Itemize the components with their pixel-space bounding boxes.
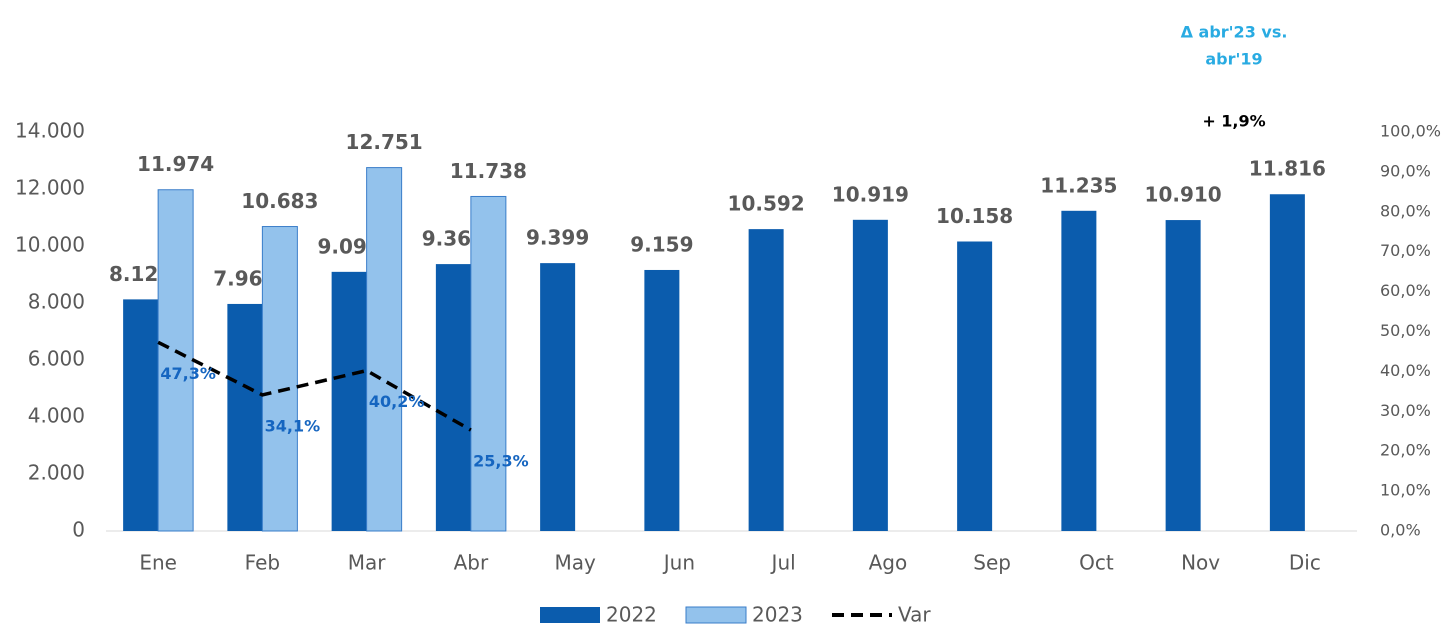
bar <box>852 219 888 531</box>
bar <box>157 189 194 532</box>
value-label: 34,1% <box>265 416 321 435</box>
x-tick-label: Jun <box>662 551 695 575</box>
value-label: 10.910 <box>1145 183 1222 207</box>
value-label: 10.158 <box>936 204 1013 228</box>
value-label: 12.751 <box>346 130 423 154</box>
value-label: 10.592 <box>728 192 805 216</box>
x-tick-label: Mar <box>348 551 387 575</box>
x-tick-label: Ene <box>139 551 177 575</box>
y2-tick-label: 30,0% <box>1380 401 1431 420</box>
y-tick-label: 4.000 <box>28 404 85 428</box>
legend-swatch <box>685 606 747 624</box>
value-label: 11.816 <box>1249 157 1326 181</box>
value-label: 10.919 <box>832 182 909 206</box>
value-label: 11.235 <box>1040 173 1117 197</box>
value-label: 9.399 <box>526 226 589 250</box>
value-label: 11.738 <box>450 159 527 183</box>
y-tick-label: 12.000 <box>15 176 85 200</box>
bar <box>1269 194 1305 531</box>
value-label: 10.683 <box>241 189 318 213</box>
x-tick-label: Ago <box>869 551 908 575</box>
annotation: abr'19 <box>1205 50 1262 69</box>
value-label: 47,3% <box>160 364 216 383</box>
bar <box>1061 210 1097 532</box>
y-tick-label: 2.000 <box>28 461 85 485</box>
y2-tick-label: 60,0% <box>1380 281 1431 300</box>
x-tick-label: Jul <box>770 551 796 575</box>
value-label: 9.093 <box>317 234 380 258</box>
legend-label: Var <box>898 603 931 627</box>
bar <box>227 303 263 531</box>
legend-swatch <box>540 607 600 623</box>
x-tick-label: Nov <box>1181 551 1220 575</box>
value-label: 9.159 <box>630 232 693 256</box>
annotation: + 1,9% <box>1202 112 1265 131</box>
y2-tick-label: 10,0% <box>1380 481 1431 500</box>
value-label: 25,3% <box>473 452 529 471</box>
y-tick-label: 10.000 <box>15 233 85 257</box>
y2-tick-label: 20,0% <box>1380 441 1431 460</box>
bar <box>123 299 159 531</box>
x-tick-label: Feb <box>245 551 280 575</box>
y-tick-label: 8.000 <box>28 290 85 314</box>
y2-tick-label: 40,0% <box>1380 361 1431 380</box>
bar <box>748 229 784 532</box>
x-tick-label: Abr <box>454 551 489 575</box>
bar <box>957 241 993 531</box>
x-tick-label: Oct <box>1079 551 1114 575</box>
bar <box>1165 220 1201 531</box>
y2-tick-label: 0,0% <box>1380 521 1421 540</box>
y2-tick-label: 80,0% <box>1380 201 1431 220</box>
legend-label: 2022 <box>606 603 657 627</box>
bar <box>435 264 471 531</box>
y2-tick-label: 50,0% <box>1380 321 1431 340</box>
annotation: Δ abr'23 vs. <box>1181 23 1288 42</box>
bar <box>366 167 403 532</box>
bar <box>644 269 680 531</box>
bar <box>261 226 298 532</box>
bar <box>331 271 367 531</box>
x-tick-label: Sep <box>973 551 1011 575</box>
y2-tick-label: 100,0% <box>1380 122 1441 141</box>
bar <box>540 263 576 531</box>
legend-label: 2023 <box>752 603 803 627</box>
y-tick-label: 6.000 <box>28 347 85 371</box>
value-label: 11.974 <box>137 152 214 176</box>
x-tick-label: Dic <box>1289 551 1321 575</box>
y2-tick-label: 90,0% <box>1380 161 1431 180</box>
y-tick-label: 0 <box>72 518 85 542</box>
y-tick-label: 14.000 <box>15 119 85 143</box>
line <box>157 340 472 432</box>
bar <box>470 195 507 532</box>
value-label: 40,2% <box>369 392 425 411</box>
y2-tick-label: 70,0% <box>1380 241 1431 260</box>
x-tick-label: May <box>554 551 596 575</box>
